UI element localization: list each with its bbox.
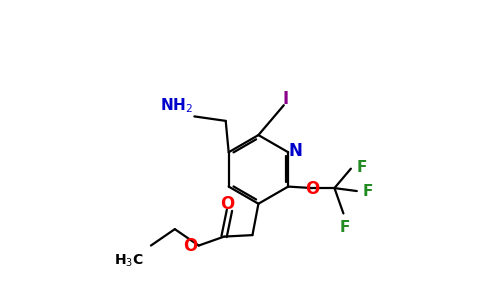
Text: F: F (356, 160, 366, 175)
Text: NH$_2$: NH$_2$ (160, 96, 193, 115)
Text: H$_3$C: H$_3$C (114, 252, 143, 268)
Text: O: O (305, 180, 319, 198)
Text: O: O (220, 195, 234, 213)
Text: F: F (340, 220, 350, 235)
Text: F: F (363, 184, 373, 199)
Text: O: O (183, 238, 197, 256)
Text: I: I (282, 90, 288, 108)
Text: N: N (288, 142, 302, 160)
